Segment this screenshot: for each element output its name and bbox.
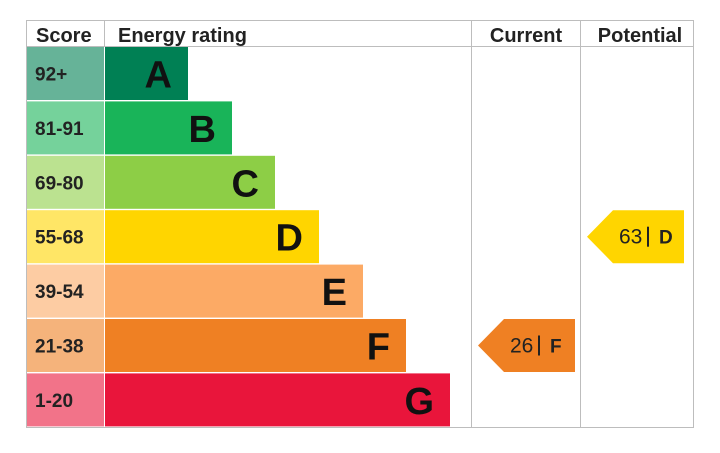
band-bar-e	[105, 264, 363, 318]
band-score-cell-f	[27, 319, 104, 372]
band-row-d: 55-68 D	[27, 210, 319, 264]
band-score-label: 92+	[35, 65, 67, 86]
band-letter: C	[232, 163, 259, 205]
band-letter: B	[189, 109, 216, 151]
band-letter: G	[404, 381, 434, 423]
band-bar-g	[105, 373, 450, 427]
band-bar-c	[105, 155, 275, 209]
band-score-cell-a	[27, 47, 104, 100]
current-rating-arrow: 26 F	[478, 319, 575, 372]
band-bar-d	[105, 210, 319, 264]
potential-arrow-shape	[587, 210, 684, 264]
band-letter: F	[367, 327, 390, 369]
band-score-label: 1-20	[35, 391, 73, 412]
current-arrow-shape	[478, 319, 575, 372]
band-score-label: 21-38	[35, 337, 84, 358]
band-score-label: 39-54	[35, 282, 84, 303]
band-score-label: 81-91	[35, 119, 84, 140]
band-score-cell-b	[27, 101, 104, 155]
rating-bands: 92+ A 81-91 B 69-80 C 55-68 D 39-54 E 21-38 F 1-20 G	[27, 47, 450, 427]
band-score-cell-g	[27, 373, 104, 427]
band-row-e: 39-54 E	[27, 264, 363, 318]
band-row-f: 21-38 F	[27, 319, 406, 372]
band-bar-f	[105, 319, 406, 372]
header-current: Current	[490, 25, 563, 47]
band-letter: D	[276, 218, 303, 260]
band-score-label: 69-80	[35, 173, 84, 194]
band-row-a: 92+ A	[27, 47, 188, 100]
table-grid	[26, 20, 694, 428]
band-score-label: 55-68	[35, 228, 84, 249]
band-score-cell-e	[27, 264, 104, 318]
band-row-g: 1-20 G	[27, 373, 450, 427]
header-score: Score	[36, 25, 92, 47]
potential-rating-arrow: 63 D	[587, 210, 684, 264]
current-score-value: 26	[510, 335, 533, 358]
header-energy-rating: Energy rating	[118, 25, 247, 47]
band-bar-b	[105, 101, 232, 155]
band-letter: E	[322, 272, 347, 314]
band-score-cell-d	[27, 210, 104, 264]
current-separator	[538, 335, 540, 356]
potential-band-letter: D	[659, 228, 673, 249]
band-row-c: 69-80 C	[27, 155, 275, 209]
band-letter: A	[145, 55, 172, 97]
potential-score-value: 63	[619, 226, 642, 249]
current-band-letter: F	[550, 337, 562, 358]
potential-separator	[647, 226, 649, 247]
band-row-b: 81-91 B	[27, 101, 232, 155]
band-bar-a	[105, 47, 188, 100]
band-score-cell-c	[27, 155, 104, 209]
header-potential: Potential	[598, 25, 682, 47]
